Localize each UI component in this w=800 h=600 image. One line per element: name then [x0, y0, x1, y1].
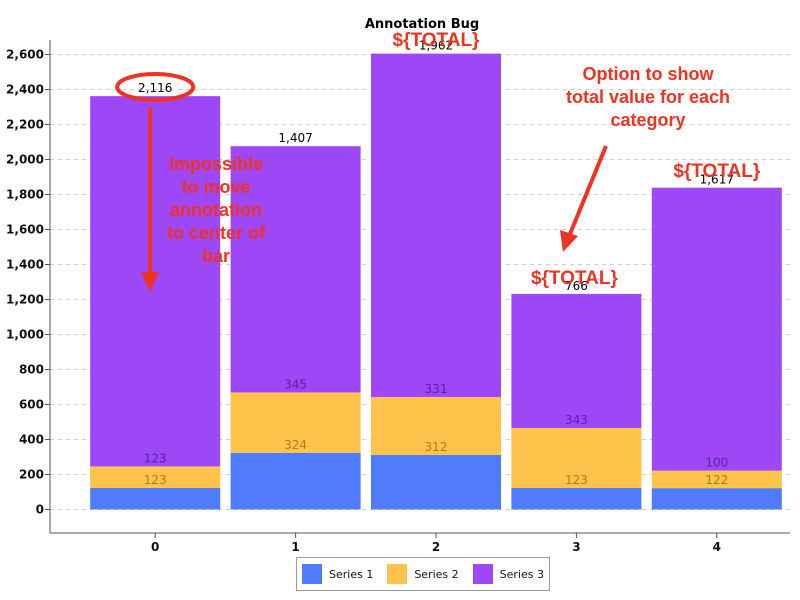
x-tick-label: 0: [151, 540, 159, 554]
y-tick-label: 2,400: [6, 83, 44, 97]
total-placeholder-cat-2: ${TOTAL}: [393, 30, 481, 51]
y-tick-label: 1,800: [6, 188, 44, 202]
bar-segment-2-cat-2: [371, 396, 501, 455]
y-tick-label: 2,200: [6, 118, 44, 132]
segment-label: 343: [565, 413, 588, 427]
legend-item-series-1: Series 1: [302, 564, 373, 584]
arrow-down-head: [141, 272, 159, 292]
left-note-line: bar: [202, 246, 230, 266]
bar-segment-1-cat-1: [230, 452, 361, 510]
bar-segment-3-cat-0: [90, 96, 221, 467]
left-note-line: to move: [181, 177, 250, 197]
segment-label: 122: [705, 473, 728, 487]
segment-label: 123: [144, 473, 167, 487]
legend-swatch-series-3: [472, 564, 493, 584]
y-tick-label: 1,200: [6, 293, 44, 307]
x-tick-label: 2: [432, 540, 440, 554]
bar-total-label: 1,962: [419, 39, 453, 53]
x-tick-label: 3: [572, 540, 580, 554]
y-tick-label: 1,400: [6, 258, 44, 272]
bar-segment-1-cat-3: [511, 487, 642, 510]
segment-label: 345: [284, 377, 307, 391]
bar-segment-1-cat-4: [651, 488, 782, 510]
chart-title: Annotation Bug: [365, 17, 479, 32]
arrow-diagonal-shaft: [568, 145, 608, 235]
y-tick-label: 1,000: [6, 328, 44, 342]
legend: Series 1 Series 2 Series 3: [296, 557, 550, 591]
y-tick-label: 400: [19, 433, 44, 447]
segment-label: 312: [425, 440, 448, 454]
bar-total-label: 1,617: [700, 173, 734, 187]
left-note-line: to center of: [167, 223, 266, 243]
total-placeholder-cat-3: ${TOTAL}: [531, 268, 619, 289]
highlight-ellipse: [115, 72, 196, 102]
bar-segment-2-cat-4: [651, 470, 782, 489]
y-tick-label: 2,600: [6, 48, 44, 62]
y-tick-label: 1,600: [6, 223, 44, 237]
bar-total-label: 766: [565, 279, 588, 293]
right-note-line: total value for each: [566, 87, 730, 107]
bar-segment-3-cat-3: [511, 293, 642, 428]
bar-segment-2-cat-0: [90, 466, 221, 488]
legend-swatch-series-2: [387, 564, 408, 584]
y-tick-label: 0: [36, 503, 44, 517]
x-tick-label: 1: [291, 540, 299, 554]
legend-swatch-series-1: [302, 564, 322, 584]
y-tick-label: 200: [19, 468, 44, 482]
bar-total-label: 2,116: [138, 81, 172, 95]
bar-segment-1-cat-0: [90, 487, 221, 510]
segment-label: 123: [565, 473, 588, 487]
bar-segment-3-cat-1: [230, 146, 361, 393]
bar-segment-3-cat-2: [371, 53, 501, 397]
segment-label: 324: [284, 438, 307, 452]
legend-item-series-2: Series 2: [387, 564, 459, 584]
segment-label: 123: [144, 451, 167, 465]
left-note-line: annotation: [170, 200, 262, 220]
y-tick-label: 600: [19, 398, 44, 412]
segment-label: 100: [705, 456, 728, 470]
y-tick-label: 800: [19, 363, 44, 377]
legend-label-series-2: Series 2: [414, 567, 459, 581]
bar-segment-3-cat-4: [651, 187, 782, 471]
x-tick-label: 4: [713, 540, 721, 554]
left-note-line: Impossible: [169, 154, 263, 174]
y-tick-label: 2,000: [6, 153, 44, 167]
bar-segment-1-cat-2: [371, 454, 501, 510]
arrow-diagonal-head: [560, 230, 578, 252]
right-note-line: category: [610, 110, 685, 130]
bar-segment-2-cat-1: [230, 392, 361, 453]
right-note-line: Option to show: [583, 64, 715, 84]
bar-segment-2-cat-3: [511, 427, 642, 488]
legend-item-series-3: Series 3: [472, 564, 544, 584]
segment-label: 331: [425, 382, 448, 396]
legend-label-series-1: Series 1: [329, 567, 374, 581]
bar-total-label: 1,407: [278, 131, 312, 145]
total-placeholder-cat-4: ${TOTAL}: [673, 161, 761, 182]
legend-label-series-3: Series 3: [499, 567, 544, 581]
